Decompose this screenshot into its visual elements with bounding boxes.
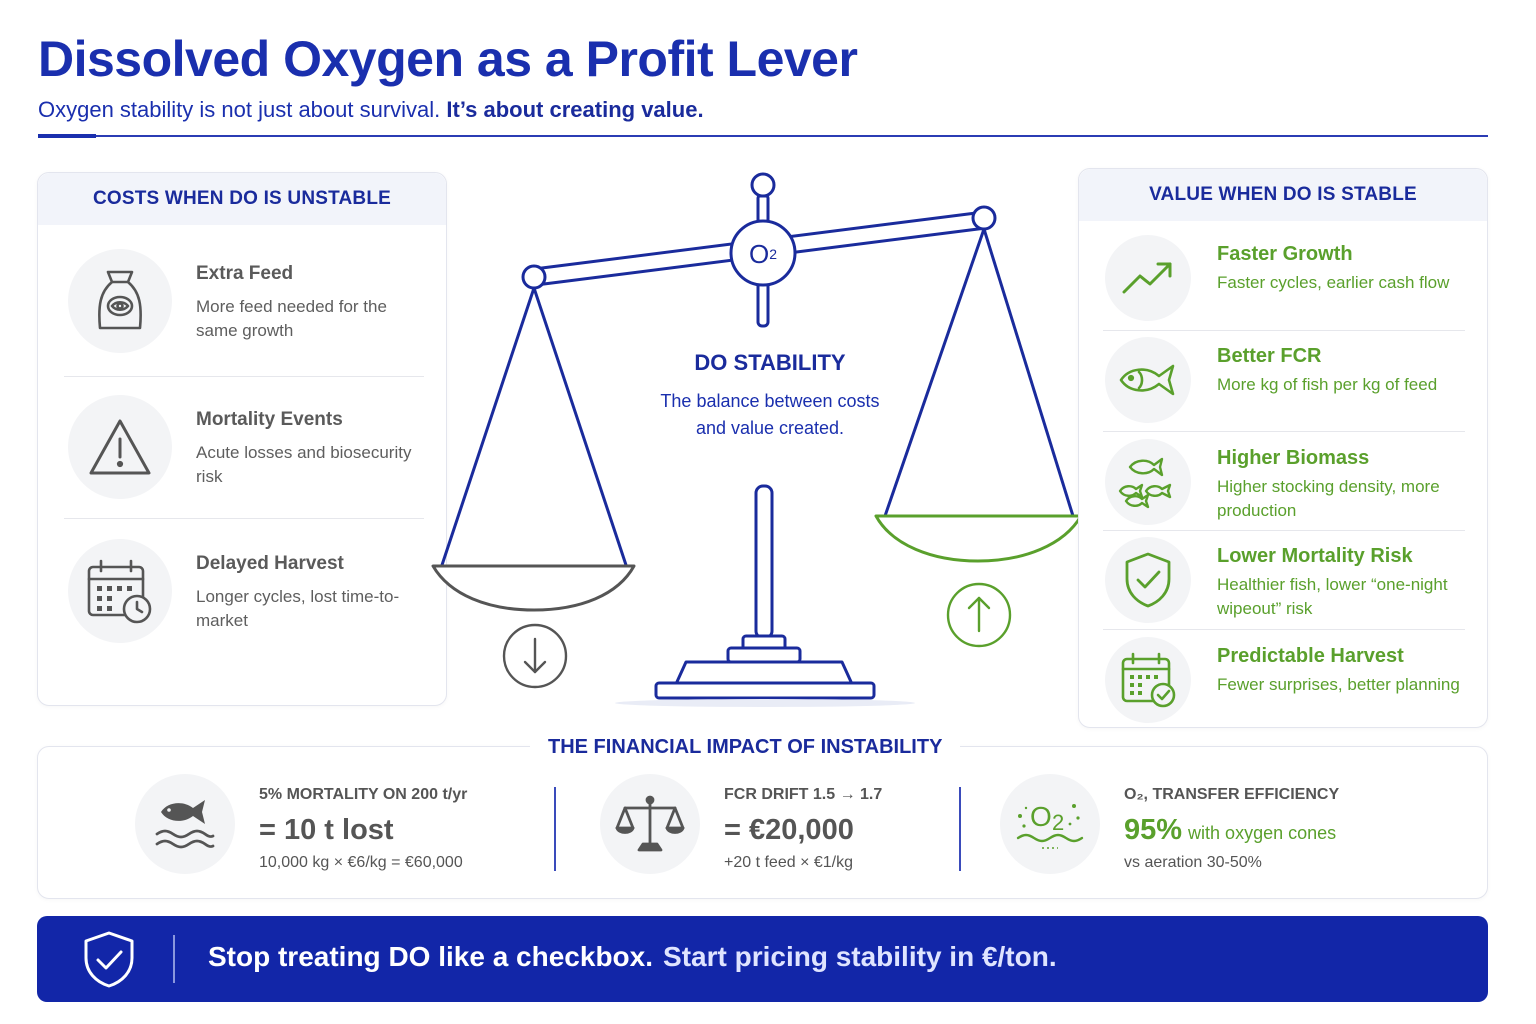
divider (1103, 530, 1465, 531)
divider (1103, 330, 1465, 331)
value-title: Higher Biomass (1217, 447, 1370, 469)
call-to-action-banner: Stop treating DO like a checkbox. Start p… (37, 916, 1488, 1002)
o2-subscript: 2 (769, 246, 778, 262)
financial-calc: +20 t feed × €1/kg (724, 854, 853, 871)
value-desc: Healthier fish, lower “one-night wipeout… (1217, 575, 1448, 618)
feed-bag-icon (68, 249, 172, 353)
calendar-check-icon (1105, 637, 1191, 723)
page-title: Dissolved Oxygen as a Profit Lever (38, 31, 858, 87)
value-desc: Faster cycles, earlier cash flow (1217, 273, 1450, 292)
cost-desc: More feed needed for the same growth (196, 297, 387, 340)
value-item-lower-mortality-risk: Lower Mortality Risk Healthier fish, low… (1105, 537, 1485, 633)
financial-value: = €20,000 (724, 814, 854, 846)
value-desc: Higher stocking density, more production (1217, 477, 1440, 520)
arrow-down-icon (502, 623, 568, 689)
balance-scale-illustration (431, 172, 1083, 707)
header-rule (38, 135, 1488, 137)
shield-check-icon (1105, 537, 1191, 623)
o2-symbol: O (748, 238, 770, 269)
financial-block-fcr: FCR DRIFT 1.5 → 1.7 = €20,000 +20 t feed… (600, 774, 960, 878)
costs-heading: COSTS WHEN DO IS UNSTABLE (38, 173, 446, 225)
financial-label: FCR DRIFT 1.5 → 1.7 (724, 786, 883, 803)
o2-bubbles-icon: O 2 (1000, 774, 1100, 874)
value-item-predictable-harvest: Predictable Harvest Fewer surprises, bet… (1105, 637, 1485, 733)
financial-impact-heading: THE FINANCIAL IMPACT OF INSTABILITY (530, 736, 961, 759)
financial-value: = 10 t lost (259, 814, 394, 846)
value-item-faster-growth: Faster Growth Faster cycles, earlier cas… (1105, 235, 1485, 331)
cost-desc: Longer cycles, lost time-to-market (196, 587, 400, 630)
divider (64, 376, 424, 377)
cost-item-mortality: Mortality Events Acute losses and biosec… (66, 395, 426, 505)
value-title: Faster Growth (1217, 243, 1353, 265)
svg-text:2: 2 (1052, 810, 1064, 835)
svg-text:O: O (1030, 801, 1052, 832)
costs-panel: COSTS WHEN DO IS UNSTABLE Extra Feed Mor… (37, 172, 447, 706)
cost-desc: Acute losses and biosecurity risk (196, 443, 412, 486)
do-stability-desc: The balance between costs and value crea… (660, 391, 880, 438)
financial-label: O₂, TRANSFER EFFICIENCY (1124, 786, 1340, 803)
financial-impact-panel (37, 746, 1488, 899)
divider (64, 518, 424, 519)
value-title: Lower Mortality Risk (1217, 545, 1413, 567)
fish-school-icon (1105, 439, 1191, 525)
banner-text: Stop treating DO like a checkbox. Start p… (208, 941, 1057, 973)
financial-value: 95% with oxygen cones (1124, 814, 1336, 847)
subtitle-plain: Oxygen stability is not just about survi… (38, 97, 441, 122)
trend-up-icon (1105, 235, 1191, 321)
subtitle-bold: It’s about creating value. (446, 97, 704, 122)
banner-divider (173, 935, 175, 983)
do-stability-title: DO STABILITY (694, 350, 846, 375)
cost-item-extra-feed: Extra Feed More feed needed for the same… (66, 249, 426, 359)
cost-title: Delayed Harvest (196, 553, 344, 574)
financial-label: 5% MORTALITY ON 200 t/yr (259, 786, 468, 803)
value-desc: More kg of fish per kg of feed (1217, 375, 1438, 394)
cost-title: Extra Feed (196, 263, 294, 284)
shield-check-icon (84, 931, 134, 988)
divider (959, 787, 961, 871)
value-heading: VALUE WHEN DO IS STABLE (1079, 169, 1487, 221)
value-item-better-fcr: Better FCR More kg of fish per kg of fee… (1105, 337, 1485, 433)
financial-block-mortality: 5% MORTALITY ON 200 t/yr = 10 t lost 10,… (135, 774, 535, 878)
banner-text-secondary: Start pricing stability in €/ton. (663, 941, 1057, 972)
efficiency-value: 95% (1124, 814, 1183, 846)
value-panel: VALUE WHEN DO IS STABLE Faster Growth Fa… (1078, 168, 1488, 728)
page-subtitle: Oxygen stability is not just about survi… (38, 97, 704, 123)
fish-water-icon (135, 774, 235, 874)
value-title: Predictable Harvest (1217, 645, 1404, 667)
fish-icon (1105, 337, 1191, 423)
divider (1103, 629, 1465, 630)
cost-title: Mortality Events (196, 409, 343, 430)
financial-calc: vs aeration 30-50% (1124, 854, 1262, 871)
value-desc: Fewer surprises, better planning (1217, 675, 1460, 694)
banner-text-primary: Stop treating DO like a checkbox. (208, 941, 654, 972)
divider (554, 787, 556, 871)
value-title: Better FCR (1217, 345, 1322, 367)
cost-item-delayed-harvest: Delayed Harvest Longer cycles, lost time… (66, 539, 426, 649)
warning-icon (68, 395, 172, 499)
scale-icon (600, 774, 700, 874)
financial-calc: 10,000 kg × €6/kg = €60,000 (259, 854, 463, 871)
value-item-higher-biomass: Higher Biomass Higher stocking density, … (1105, 439, 1485, 535)
calendar-clock-icon (68, 539, 172, 643)
header-rule-accent (38, 134, 96, 138)
efficiency-note: with oxygen cones (1188, 823, 1337, 843)
financial-block-o2-transfer: O 2 O₂, TRANSFER EFFICIENCY 95% with oxyg… (1000, 774, 1380, 878)
divider (1103, 431, 1465, 432)
arrow-up-icon (946, 582, 1012, 648)
